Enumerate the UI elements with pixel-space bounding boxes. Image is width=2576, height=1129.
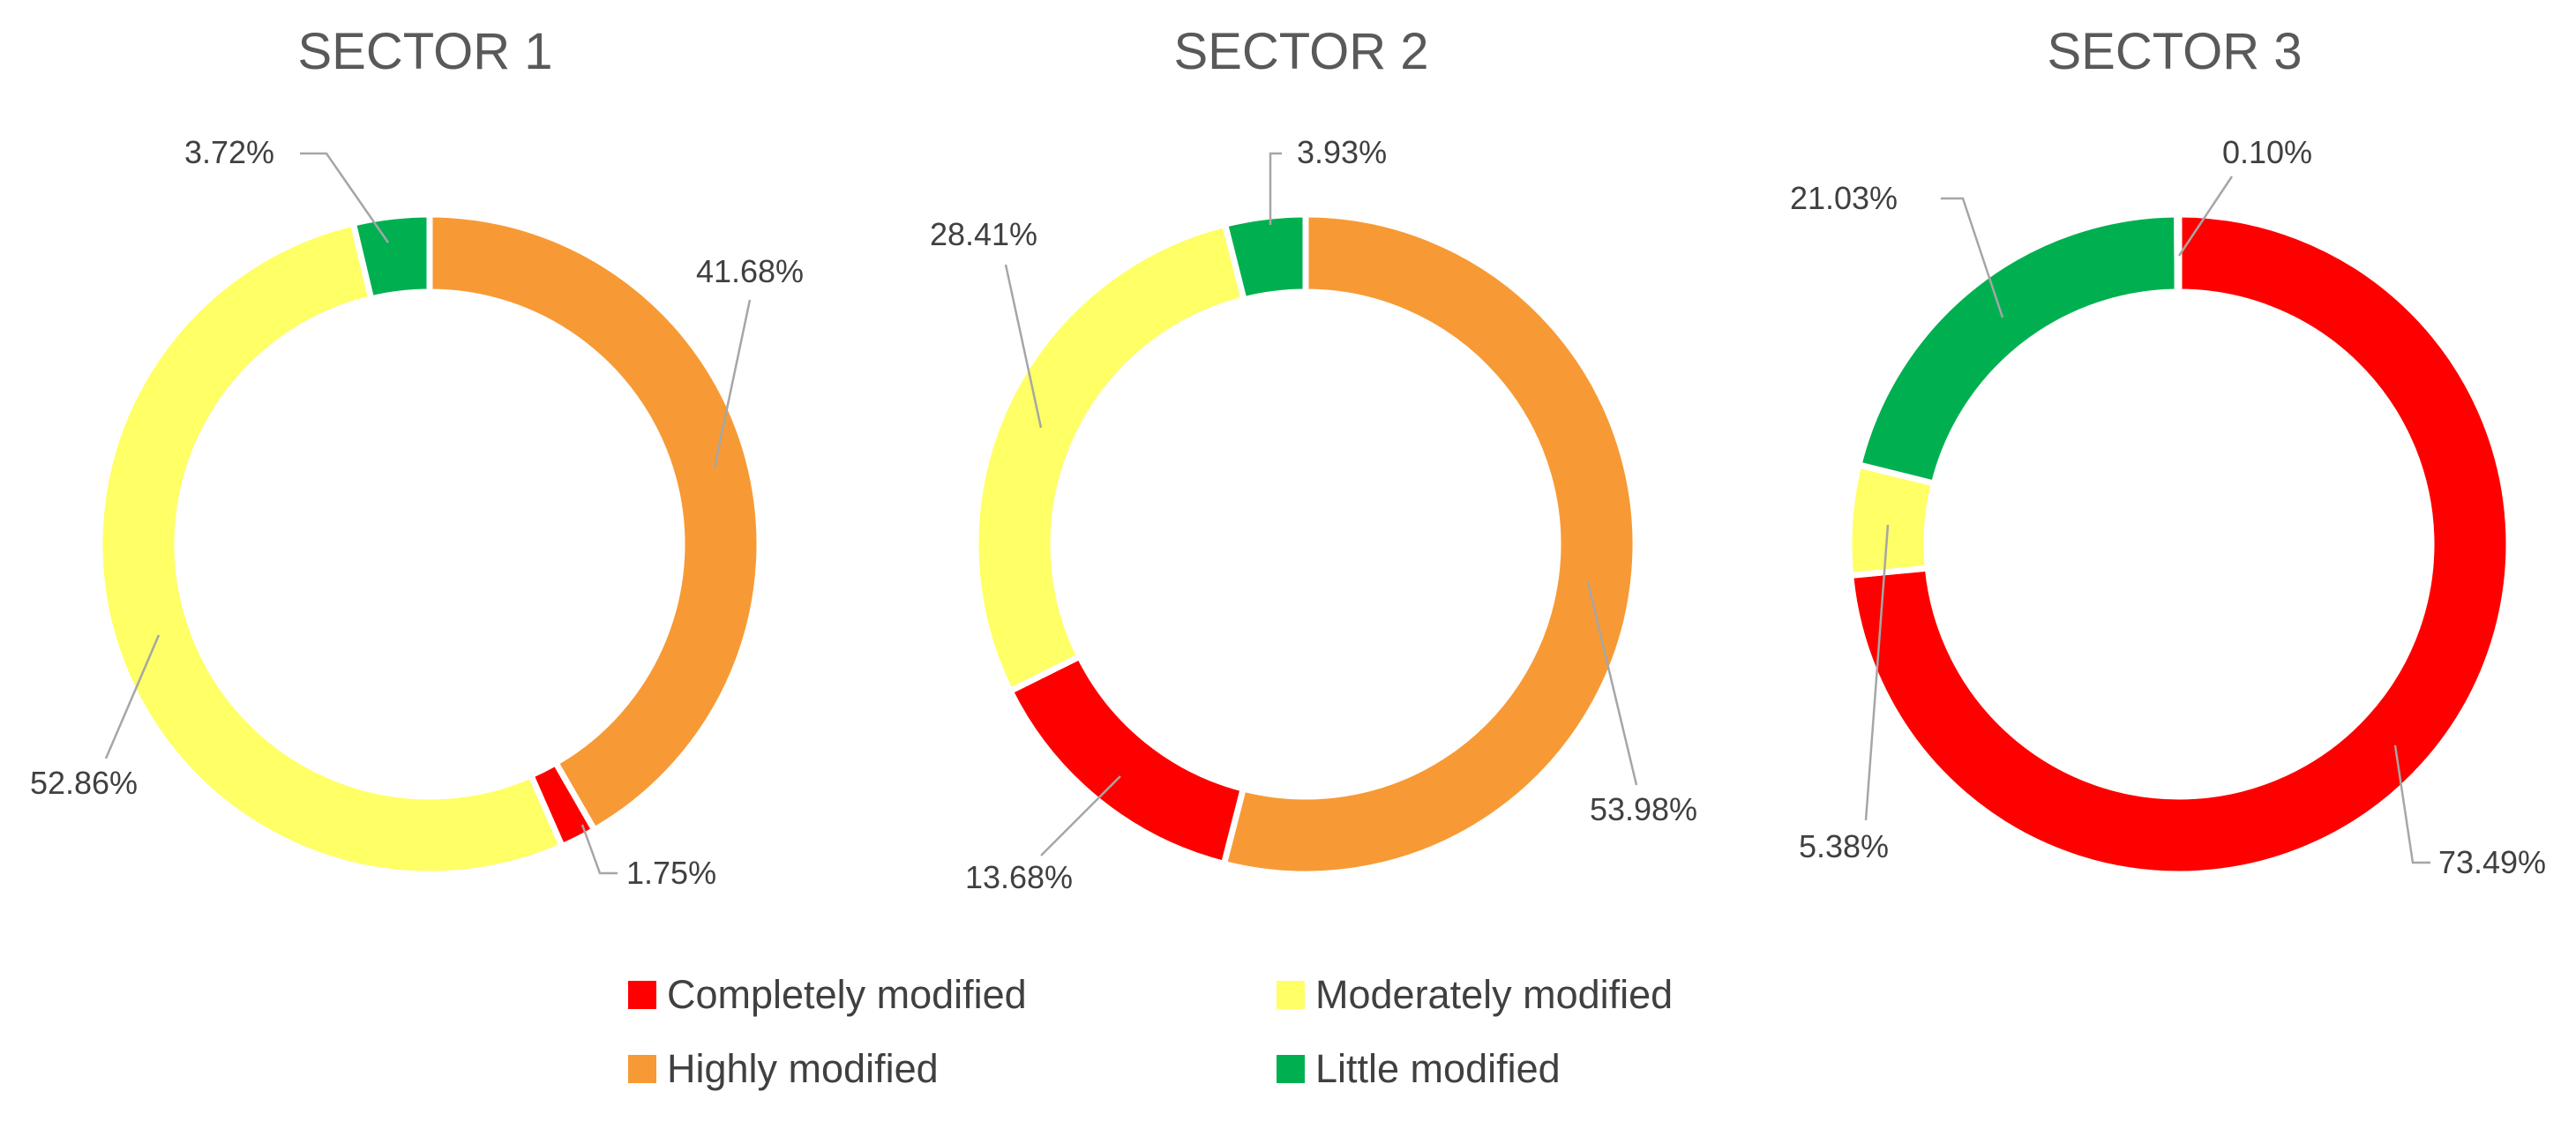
- legend-swatch-completely-modified: [628, 981, 656, 1009]
- chart-title: SECTOR 3: [2047, 23, 2302, 80]
- leader-line-little-modified: [1269, 152, 1282, 225]
- slice-moderately-modified: [96, 219, 566, 878]
- leader-line-little-modified: [1941, 197, 2004, 318]
- slice-little-modified: [349, 211, 433, 303]
- leader-line-moderately-modified: [1004, 264, 1043, 429]
- data-label-little-modified: 21.03%: [1790, 180, 1898, 216]
- donut-sector-3: SECTOR 3 73.49% 5.38% 21.03% 0.10%: [1790, 23, 2546, 880]
- data-label-little-modified: 3.93%: [1297, 134, 1387, 170]
- chart-title: SECTOR 2: [1173, 23, 1428, 80]
- data-label-completely-modified: 1.75%: [626, 855, 716, 891]
- legend-item-completely-modified: Completely modified: [628, 968, 1027, 1021]
- leader-line-highly-modified: [2177, 176, 2234, 257]
- data-label-highly-modified: 0.10%: [2222, 134, 2312, 170]
- slice-moderately-modified: [972, 221, 1248, 696]
- data-label-highly-modified: 53.98%: [1590, 791, 1697, 827]
- legend-swatch-highly-modified: [628, 1055, 656, 1083]
- leader-line-moderately-modified: [1864, 524, 1890, 821]
- data-label-moderately-modified: 28.41%: [930, 216, 1037, 252]
- leader-line-completely-modified: [2393, 744, 2430, 864]
- chart-title: SECTOR 1: [297, 23, 552, 80]
- leader-line-highly-modified: [1586, 581, 1638, 786]
- legend: Completely modified Highly modified Mode…: [628, 968, 1863, 1118]
- data-label-completely-modified: 73.49%: [2438, 844, 2546, 880]
- data-label-completely-modified: 13.68%: [965, 859, 1073, 895]
- leader-line-completely-modified: [1040, 775, 1121, 856]
- slice-highly-modified: [2174, 211, 2183, 295]
- donut-sector-1: SECTOR 1 41.68% 1.75% 52.86% 3.72%: [30, 23, 804, 891]
- legend-item-little-modified: Little modified: [1277, 1043, 1561, 1095]
- legend-item-highly-modified: Highly modified: [628, 1043, 939, 1095]
- data-label-moderately-modified: 5.38%: [1799, 828, 1889, 864]
- slice-little-modified: [1221, 211, 1309, 303]
- legend-label-completely-modified: Completely modified: [667, 972, 1027, 1017]
- legend-swatch-moderately-modified: [1277, 981, 1305, 1009]
- slice-little-modified: [1854, 211, 2181, 488]
- slice-highly-modified: [1220, 211, 1639, 878]
- legend-item-moderately-modified: Moderately modified: [1277, 968, 1673, 1021]
- leader-line-highly-modified: [713, 299, 752, 468]
- leader-line-little-modified: [300, 152, 390, 243]
- data-label-little-modified: 3.72%: [184, 134, 274, 170]
- data-label-moderately-modified: 52.86%: [30, 765, 138, 801]
- slice-completely-modified: [1846, 211, 2512, 878]
- legend-swatch-little-modified: [1277, 1055, 1305, 1083]
- data-label-highly-modified: 41.68%: [696, 253, 804, 289]
- legend-label-little-modified: Little modified: [1315, 1046, 1561, 1091]
- legend-label-moderately-modified: Moderately modified: [1315, 972, 1674, 1017]
- slice-highly-modified: [426, 211, 763, 834]
- slice-completely-modified: [1006, 652, 1247, 868]
- leader-line-moderately-modified: [104, 634, 161, 759]
- leader-line-completely-modified: [580, 824, 618, 875]
- donut-sector-2: SECTOR 2 53.98% 13.68% 28.41% 3.93%: [930, 23, 1697, 895]
- sector-donut-charts: SECTOR 1 41.68% 1.75% 52.86% 3.72% SECTOR 2 53…: [30, 23, 2546, 895]
- legend-label-highly-modified: Highly modified: [667, 1046, 939, 1091]
